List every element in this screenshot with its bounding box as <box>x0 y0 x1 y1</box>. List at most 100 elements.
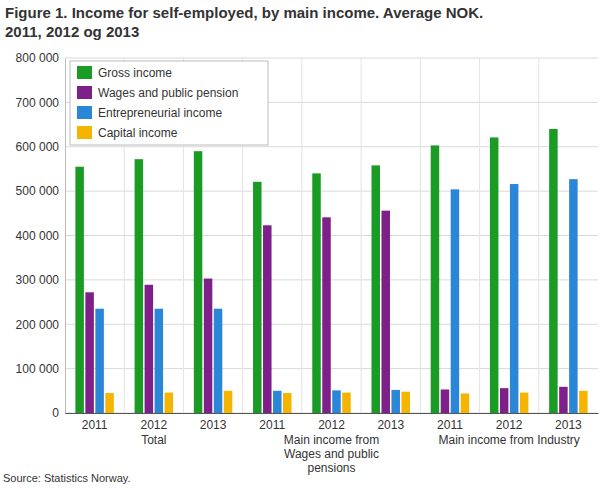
axis-line <box>66 413 599 414</box>
legend-swatch <box>77 66 92 79</box>
bar <box>431 145 439 413</box>
x-tick: 2013 <box>555 413 582 432</box>
bar <box>510 184 518 413</box>
x-tick: 2012 <box>318 413 345 432</box>
tick-label: 2012 <box>140 418 167 432</box>
series <box>105 391 587 413</box>
bars <box>75 129 587 413</box>
tick-label: 300 000 <box>16 273 60 287</box>
series <box>85 211 567 413</box>
grid-line <box>65 146 598 147</box>
bar <box>500 388 508 413</box>
tick-label: 2013 <box>555 418 582 432</box>
bar <box>461 393 469 413</box>
tick-label: 700 000 <box>16 96 60 110</box>
bar <box>322 217 330 413</box>
bar <box>342 393 350 413</box>
title: 2011, 2012 og 2013 <box>5 23 139 40</box>
bar <box>214 309 222 413</box>
bar <box>85 292 93 413</box>
x-tick: 2011 <box>82 413 108 432</box>
bar <box>283 393 291 413</box>
legend-frame <box>70 61 268 145</box>
chart: Figure 1. Income for self-employed, by m… <box>0 0 610 488</box>
y-tick: 0 <box>52 406 65 420</box>
group-label: Total <box>141 433 166 447</box>
bar <box>401 392 409 413</box>
tick-label: 2011 <box>259 418 285 432</box>
bar <box>559 387 567 413</box>
bar <box>549 129 557 413</box>
x-tick: 2013 <box>377 413 404 432</box>
tick-label: 100 000 <box>16 362 60 376</box>
bar <box>371 165 379 413</box>
tick-label: 2011 <box>437 418 463 432</box>
tick-label: 2013 <box>377 418 404 432</box>
bar <box>312 173 320 413</box>
legend-label: Gross income <box>98 66 172 80</box>
axis-line <box>65 59 66 414</box>
legend: Gross incomeWages and public pensionEntr… <box>70 61 268 145</box>
tick-label: 2012 <box>318 418 345 432</box>
x-axis: 2011 2012 2013 2011 2012 2013 2011 2012 2013 <box>66 413 599 432</box>
tick-label: 800 000 <box>16 51 60 65</box>
tick-label: 200 000 <box>16 318 60 332</box>
tick-label: 2012 <box>496 418 523 432</box>
y-tick: 700 000 <box>16 96 65 110</box>
group-label: Wages and public <box>284 447 379 461</box>
group-label: pensions <box>307 461 355 475</box>
x-tick: 2011 <box>437 413 463 432</box>
bar <box>381 211 389 413</box>
tick-label: 400 000 <box>16 229 60 243</box>
bar <box>194 151 202 413</box>
bar <box>75 167 83 413</box>
y-tick: 400 000 <box>16 229 65 243</box>
y-tick: 300 000 <box>16 273 65 287</box>
x-tick: 2011 <box>259 413 285 432</box>
x-tick: 2013 <box>200 413 227 432</box>
tick-label: 500 000 <box>16 184 60 198</box>
y-tick: 800 000 <box>16 51 65 65</box>
tick-label: 2013 <box>200 418 227 432</box>
bar <box>441 389 449 413</box>
bar <box>155 309 163 413</box>
y-tick: 500 000 <box>16 184 65 198</box>
legend-swatch <box>77 106 92 119</box>
bar <box>490 137 498 413</box>
bar <box>520 393 528 413</box>
bar <box>224 391 232 413</box>
category-separator <box>361 58 362 413</box>
bar <box>204 279 212 413</box>
y-tick: 100 000 <box>16 362 65 376</box>
y-tick: 200 000 <box>16 318 65 332</box>
source: Source: Statistics Norway. <box>3 472 131 484</box>
legend-swatch <box>77 126 92 139</box>
bar <box>332 390 340 413</box>
group-label: Main income from Industry <box>438 433 579 447</box>
series <box>95 179 577 413</box>
grid-line <box>65 58 598 59</box>
bar <box>135 159 143 413</box>
category-separator <box>538 58 539 413</box>
bar <box>451 189 459 413</box>
legend-label: Capital income <box>98 126 178 140</box>
category-separator <box>420 58 421 413</box>
tick-label: 0 <box>52 406 59 420</box>
legend-swatch <box>77 86 92 99</box>
grid <box>65 58 598 413</box>
x-tick: 2012 <box>496 413 523 432</box>
group-label: Main income from <box>284 433 379 447</box>
series <box>75 129 557 413</box>
legend-label: Wages and public pension <box>98 86 238 100</box>
bar <box>391 390 399 413</box>
bar <box>569 179 577 413</box>
x-tick: 2012 <box>140 413 167 432</box>
bar <box>273 391 281 413</box>
category-separator <box>301 58 302 413</box>
tick-label: 2011 <box>82 418 108 432</box>
category-separator <box>479 58 480 413</box>
tick-label: 600 000 <box>16 140 60 154</box>
bar <box>95 309 103 413</box>
bar <box>579 391 587 413</box>
title: Figure 1. Income for self-employed, by m… <box>5 4 483 21</box>
